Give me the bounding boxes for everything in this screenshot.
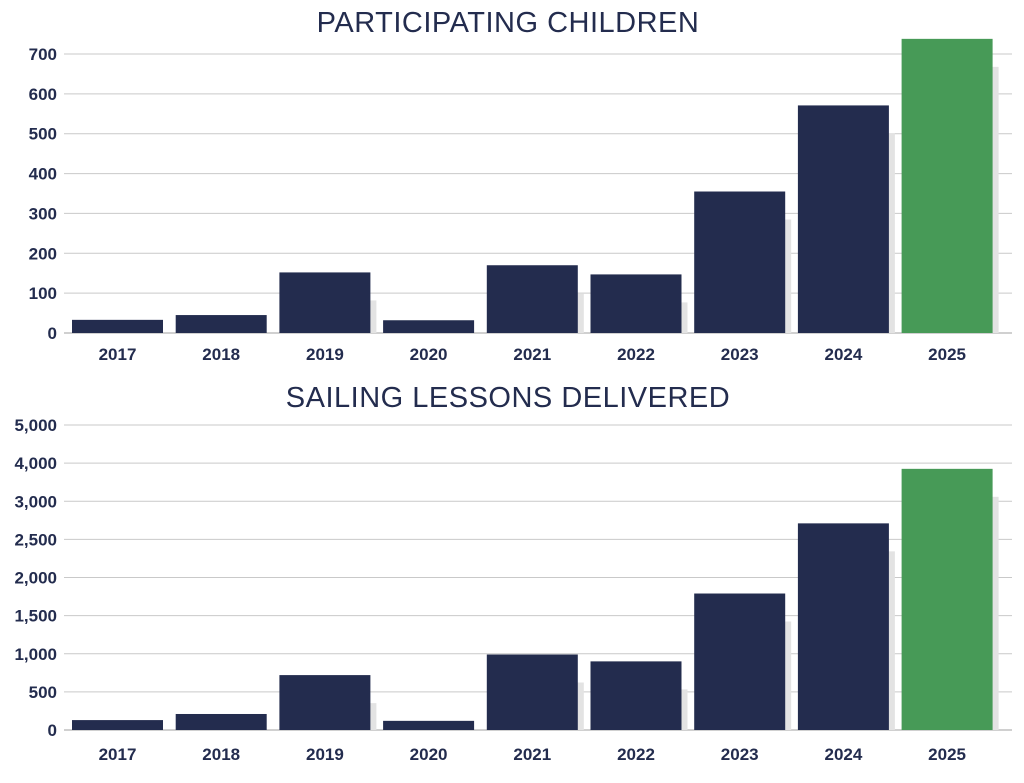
lessons-x-label: 2025 (928, 745, 966, 764)
lessons-chart-y-ticks: 0 500 1,000 1,500 2,000 2,500 3,000 4,000 5,000 (14, 416, 57, 740)
lessons-bar-2024 (797, 523, 889, 730)
lessons-x-label: 2018 (202, 745, 240, 764)
children-x-label: 2020 (410, 345, 448, 364)
lessons-chart-x-labels: 2017 2018 2019 2020 2021 2022 2023 2024 2025 (99, 745, 966, 764)
children-y-tick-label: 400 (29, 165, 57, 184)
lessons-bar-2018 (175, 713, 267, 730)
lessons-chart: SAILING LESSONS DELIVERED 0 500 1,000 1,500… (14, 382, 1012, 764)
children-y-tick-label: 500 (29, 125, 57, 144)
lessons-x-label: 2020 (410, 745, 448, 764)
children-bar-2025 (901, 38, 993, 334)
children-y-tick-label: 600 (29, 85, 57, 104)
children-x-label: 2017 (99, 345, 137, 364)
lessons-x-label: 2024 (824, 745, 862, 764)
children-x-label: 2022 (617, 345, 655, 364)
children-y-tick-label: 700 (29, 45, 57, 64)
lessons-bar-2022 (590, 661, 682, 730)
lessons-y-tick-label: 4,000 (14, 454, 57, 473)
lessons-y-tick-label: 2,500 (14, 530, 57, 549)
lessons-x-label: 2019 (306, 745, 344, 764)
children-x-label: 2024 (824, 345, 862, 364)
lessons-x-label: 2021 (513, 745, 551, 764)
children-y-tick-label: 0 (48, 324, 57, 343)
lessons-chart-bars (72, 468, 999, 730)
children-bar-2021 (486, 265, 578, 333)
children-x-label: 2023 (721, 345, 759, 364)
children-x-label: 2018 (202, 345, 240, 364)
children-bar-2022 (590, 274, 682, 333)
lessons-bar-2020 (383, 720, 475, 730)
lessons-bar-2017 (72, 720, 163, 730)
children-bar-2020 (383, 320, 475, 333)
children-bar-2024 (797, 105, 889, 333)
lessons-x-label: 2017 (99, 745, 137, 764)
children-x-label: 2025 (928, 345, 966, 364)
lessons-y-tick-label: 2,000 (14, 569, 57, 588)
lessons-bar-2025 (901, 468, 993, 730)
children-bar-2018 (175, 315, 267, 333)
lessons-bar-2023 (694, 593, 786, 730)
children-y-tick-label: 200 (29, 244, 57, 263)
children-x-label: 2019 (306, 345, 344, 364)
children-x-label: 2021 (513, 345, 551, 364)
children-bar-2017 (72, 319, 163, 333)
children-chart: PARTICIPATING CHILDREN 0 100 200 300 400 500 6… (29, 7, 1012, 364)
children-bar-2019 (279, 272, 371, 333)
lessons-y-tick-label: 1,000 (14, 645, 57, 664)
lessons-x-label: 2022 (617, 745, 655, 764)
lessons-bar-2019 (279, 675, 371, 730)
lessons-y-tick-label: 3,000 (14, 492, 57, 511)
lessons-y-tick-label: 5,000 (14, 416, 57, 435)
lessons-chart-title: SAILING LESSONS DELIVERED (286, 382, 730, 414)
children-y-tick-label: 300 (29, 204, 57, 223)
children-y-tick-label: 100 (29, 284, 57, 303)
children-chart-bars (72, 38, 999, 334)
children-chart-y-ticks: 0 100 200 300 400 500 600 700 (29, 45, 57, 343)
children-bar-2023 (694, 191, 786, 333)
lessons-y-tick-label: 1,500 (14, 607, 57, 626)
lessons-y-tick-label: 500 (29, 683, 57, 702)
children-chart-x-labels: 2017 2018 2019 2020 2021 2022 2023 2024 2025 (99, 345, 966, 364)
lessons-bar-2021 (486, 654, 578, 730)
children-chart-title: PARTICIPATING CHILDREN (317, 7, 700, 39)
lessons-x-label: 2023 (721, 745, 759, 764)
lessons-y-tick-label: 0 (48, 721, 57, 740)
